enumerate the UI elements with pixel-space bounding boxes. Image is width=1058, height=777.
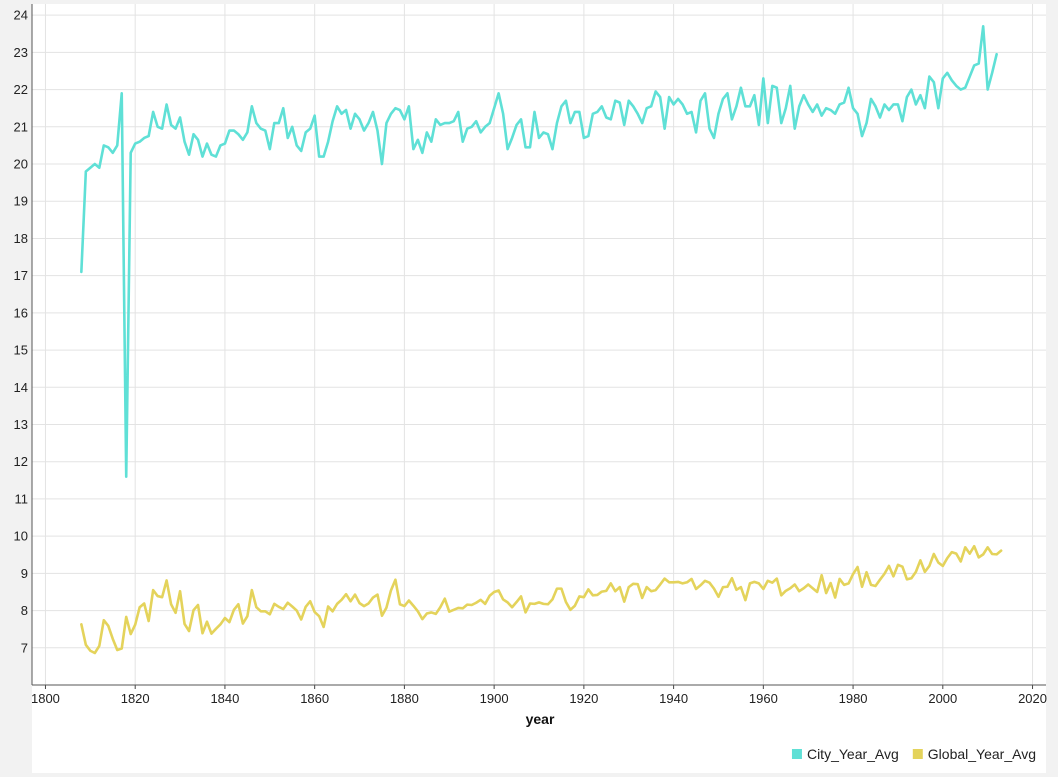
legend: City_Year_Avg Global_Year_Avg — [791, 746, 1036, 762]
y-tick-label: 16 — [14, 305, 28, 320]
y-tick-label: 12 — [14, 454, 28, 469]
y-tick-label: 15 — [14, 343, 28, 358]
y-tick-label: 11 — [15, 491, 29, 506]
y-tick-label: 24 — [14, 8, 28, 23]
legend-swatch — [791, 749, 802, 759]
y-tick-label: 19 — [14, 194, 28, 209]
x-axis-title: year — [526, 711, 555, 727]
y-tick-label: 21 — [14, 119, 28, 134]
legend-item: Global_Year_Avg — [912, 746, 1036, 762]
y-tick-label: 10 — [14, 529, 28, 544]
series-line-city-year-avg — [80, 25, 998, 478]
x-tick-label: 1820 — [121, 691, 150, 706]
x-tick-label: 2020 — [1018, 691, 1047, 706]
legend-panel — [32, 685, 1046, 773]
y-tick-label: 20 — [14, 157, 28, 172]
series-line-global-year-avg — [80, 544, 1003, 655]
y-tick-label: 22 — [14, 82, 28, 97]
x-tick-label: 2000 — [928, 691, 957, 706]
series-lines — [80, 25, 1003, 655]
y-tick-label: 17 — [14, 268, 28, 283]
y-tick-label: 18 — [14, 231, 28, 246]
x-tick-label: 1940 — [659, 691, 688, 706]
grid-lines — [32, 4, 1046, 685]
x-tick-label: 1880 — [390, 691, 419, 706]
x-tick-label: 1980 — [839, 691, 868, 706]
legend-label: City_Year_Avg — [807, 746, 899, 762]
y-tick-label: 8 — [21, 603, 28, 618]
x-tick-label: 1960 — [749, 691, 778, 706]
y-tick-label: 7 — [21, 640, 28, 655]
x-tick-label: 1920 — [569, 691, 598, 706]
legend-label: Global_Year_Avg — [928, 746, 1036, 762]
x-tick-label: 1800 — [31, 691, 60, 706]
plot-panel — [32, 4, 1046, 685]
y-tick-label: 9 — [21, 566, 28, 581]
y-tick-label: 13 — [14, 417, 28, 432]
x-tick-label: 1840 — [210, 691, 239, 706]
y-tick-label: 23 — [14, 45, 28, 60]
y-tick-label: 14 — [14, 380, 28, 395]
legend-swatch — [912, 749, 923, 759]
x-tick-label: 1900 — [480, 691, 509, 706]
legend-item: City_Year_Avg — [791, 746, 899, 762]
x-tick-label: 1860 — [300, 691, 329, 706]
